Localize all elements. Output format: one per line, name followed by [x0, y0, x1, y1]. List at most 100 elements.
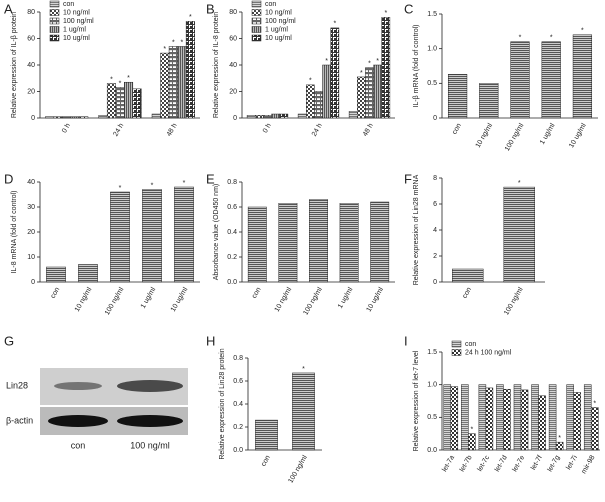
legend-swatch: [451, 340, 462, 348]
x-tick-label: 0 h: [262, 122, 273, 134]
x-tick-label: 10 ng/ml: [475, 122, 495, 149]
x-tick-label: let-7f: [530, 454, 544, 471]
bar: [541, 41, 561, 119]
y-tick-label: 1.5: [427, 11, 437, 18]
y-tick-label: 80: [27, 9, 35, 16]
y-tick-label: 60: [27, 35, 35, 42]
x-tick-label: mir-98: [581, 454, 597, 475]
y-axis-label: Relative expression of Lin28 protein: [219, 348, 226, 459]
bar: [185, 21, 195, 119]
significance-mark: *: [384, 10, 387, 17]
x-tick-label: 10 ng/ml: [274, 286, 294, 313]
y-tick-label: 40: [27, 179, 35, 186]
y-tick-label: 4: [433, 227, 437, 234]
significance-mark: *: [360, 70, 363, 77]
bar: [590, 407, 599, 451]
bar: [443, 384, 452, 451]
x-tick-label: 100 ng/ml: [503, 286, 525, 317]
bar: [510, 41, 530, 119]
bar: [538, 395, 546, 451]
panel-letter: C: [404, 1, 413, 16]
y-tick-label: 60: [229, 35, 237, 42]
blot-row-label: Lin28: [6, 380, 28, 390]
x-tick-label: con: [451, 122, 463, 135]
blot-band: [117, 415, 183, 427]
y-tick-label: 0.0: [227, 279, 237, 286]
legend-label: 10 ug/ml: [265, 35, 292, 42]
y-tick-label: 0.0: [427, 447, 437, 454]
x-tick-label: let-7i: [565, 454, 579, 471]
y-tick-label: 0: [433, 115, 437, 122]
y-tick-label: 0.8: [227, 179, 237, 186]
bar: [306, 84, 315, 119]
significance-mark: *: [127, 75, 130, 82]
y-axis-label: IL-β mRNA (fold of control): [413, 25, 420, 108]
y-tick-label: 6: [433, 201, 437, 208]
bar: [132, 88, 142, 119]
y-tick-label: 20: [27, 88, 35, 95]
bar: [479, 83, 499, 119]
y-tick-label: 30: [27, 204, 35, 211]
legend-label: 24 h 100 ng/ml: [465, 349, 512, 356]
legend-swatch: [251, 34, 262, 42]
y-axis-label: Relative expression of IL-β protein: [11, 12, 18, 118]
blot-band: [54, 382, 102, 390]
bar: [78, 264, 98, 283]
bar: [330, 27, 340, 119]
significance-mark: *: [119, 185, 122, 192]
blot-lane-label: con: [71, 440, 86, 450]
bar: [373, 64, 382, 119]
bar: [124, 81, 134, 119]
legend-label: con: [465, 341, 476, 348]
x-tick-label: 10 ng/ml: [74, 286, 94, 313]
significance-mark: *: [558, 435, 561, 442]
bar: [520, 389, 529, 451]
bar: [79, 116, 89, 119]
bar: [348, 111, 358, 119]
x-tick-label: 10 ug/ml: [366, 286, 386, 313]
y-tick-label: 0.6: [233, 378, 243, 385]
significance-mark: *: [470, 427, 473, 434]
bar: [151, 113, 161, 119]
panel-letter: A: [4, 1, 13, 16]
bar: [62, 116, 72, 119]
y-tick-label: 0.2: [233, 424, 243, 431]
x-tick-label: 100 ng/ml: [302, 286, 324, 317]
significance-mark: *: [581, 28, 584, 35]
legend-label: con: [265, 1, 276, 8]
bar: [370, 201, 390, 283]
bar: [292, 372, 315, 451]
panel-letter: I: [404, 333, 408, 348]
legend-label: 10 ug/ml: [63, 35, 90, 42]
bar: [496, 384, 504, 451]
bar: [70, 116, 80, 119]
significance-mark: *: [189, 14, 192, 21]
significance-mark: *: [302, 366, 305, 373]
bar: [177, 46, 187, 119]
x-tick-label: con: [461, 286, 473, 299]
bar: [478, 384, 487, 451]
bar: [583, 384, 592, 451]
y-tick-label: 0.2: [227, 254, 237, 261]
bar: [468, 433, 476, 451]
bar: [53, 116, 63, 119]
significance-mark: *: [110, 76, 113, 83]
x-tick-label: 1 ug/ml: [140, 286, 158, 310]
x-tick-label: 1 ug/ml: [539, 122, 557, 146]
bar: [322, 64, 331, 119]
panel-letter: H: [206, 333, 215, 348]
y-tick-label: 0.6: [227, 204, 237, 211]
significance-mark: *: [119, 80, 122, 87]
significance-mark: *: [550, 35, 553, 42]
y-tick-label: 40: [27, 62, 35, 69]
bar: [365, 67, 374, 119]
bar: [503, 388, 511, 451]
legend-swatch: [49, 9, 60, 16]
x-tick-label: let-7g: [547, 454, 562, 473]
panel-letter: E: [206, 171, 215, 186]
legend-swatch: [251, 17, 262, 25]
y-tick-label: 40: [229, 62, 237, 69]
y-axis-label: Absorbance value (OD450 nm): [213, 184, 220, 281]
bar: [106, 83, 116, 119]
